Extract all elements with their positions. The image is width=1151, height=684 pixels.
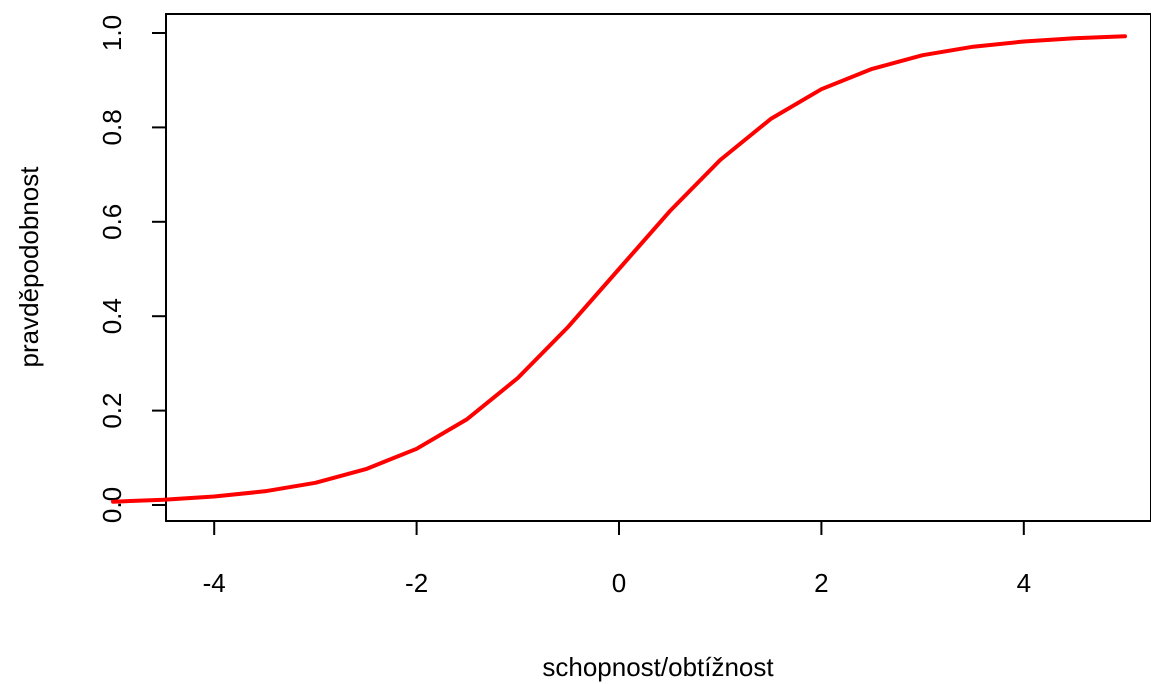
y-axis-title: pravděpodobnost xyxy=(14,166,44,368)
x-tick-label: -4 xyxy=(203,568,226,598)
y-tick-label: 0.6 xyxy=(97,204,127,240)
x-axis-title: schopnost/obtížnost xyxy=(542,652,774,682)
y-tick-label: 0.0 xyxy=(97,487,127,523)
y-tick-label: 1.0 xyxy=(97,15,127,51)
series-line xyxy=(111,34,1127,504)
y-tick-label: 0.2 xyxy=(97,393,127,429)
series-layer xyxy=(111,34,1127,504)
x-axis: -4 -2 0 2 4 xyxy=(203,520,1031,598)
y-axis: 0.0 0.2 0.4 0.6 0.8 1.0 xyxy=(97,15,167,523)
x-tick-label: 2 xyxy=(814,568,828,598)
y-tick-label: 0.8 xyxy=(97,109,127,145)
x-tick-label: 4 xyxy=(1017,568,1031,598)
plot-frame xyxy=(165,13,1151,522)
y-tick-label: 0.4 xyxy=(97,298,127,334)
x-tick-label: -2 xyxy=(405,568,428,598)
x-tick-label: 0 xyxy=(612,568,626,598)
